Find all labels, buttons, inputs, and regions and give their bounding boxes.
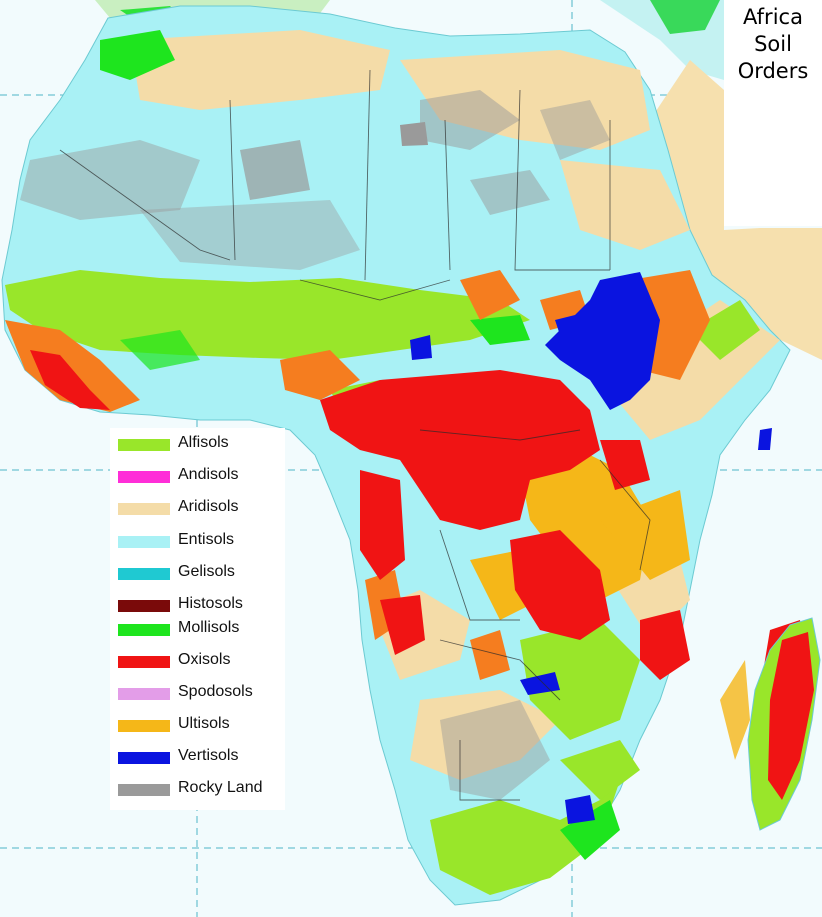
title-line-2: Soil	[754, 32, 792, 56]
title-line-1: Africa	[743, 5, 803, 29]
legend-swatch	[118, 471, 170, 483]
legend-label: Histosols	[178, 595, 243, 612]
rocky-land-zones	[20, 90, 610, 800]
country-borders	[59, 69, 651, 801]
legend-label: Spodosols	[178, 683, 253, 700]
legend-swatch	[118, 568, 170, 580]
vertisol-zones	[410, 272, 772, 824]
legend-swatch	[118, 600, 170, 612]
legend-label: Alfisols	[178, 434, 229, 451]
soil-legend: Alfisols Andisols Aridisols Entisols Gel…	[110, 428, 285, 810]
legend-label: Rocky Land	[178, 779, 263, 796]
legend-label: Gelisols	[178, 563, 235, 580]
legend-swatch	[118, 688, 170, 700]
legend-label: Aridisols	[178, 498, 239, 515]
legend-label: Vertisols	[178, 747, 239, 764]
legend-swatch	[118, 439, 170, 451]
title-panel	[724, 0, 822, 226]
legend-swatch	[118, 784, 170, 796]
legend-swatch	[118, 752, 170, 764]
legend-swatch	[118, 720, 170, 732]
legend-swatch	[118, 503, 170, 515]
map-title: Africa Soil Orders	[724, 4, 822, 85]
legend-swatch	[118, 656, 170, 668]
legend-label: Mollisols	[178, 619, 240, 636]
mollisol-zones	[100, 30, 620, 860]
legend-label: Ultisols	[178, 715, 230, 732]
legend-swatch	[118, 624, 170, 636]
legend-label: Andisols	[178, 466, 239, 483]
title-line-3: Orders	[737, 59, 809, 83]
alfisol-zones	[5, 270, 760, 895]
legend-swatch	[118, 536, 170, 548]
legend-label: Entisols	[178, 531, 235, 548]
legend-label: Oxisols	[178, 651, 231, 668]
